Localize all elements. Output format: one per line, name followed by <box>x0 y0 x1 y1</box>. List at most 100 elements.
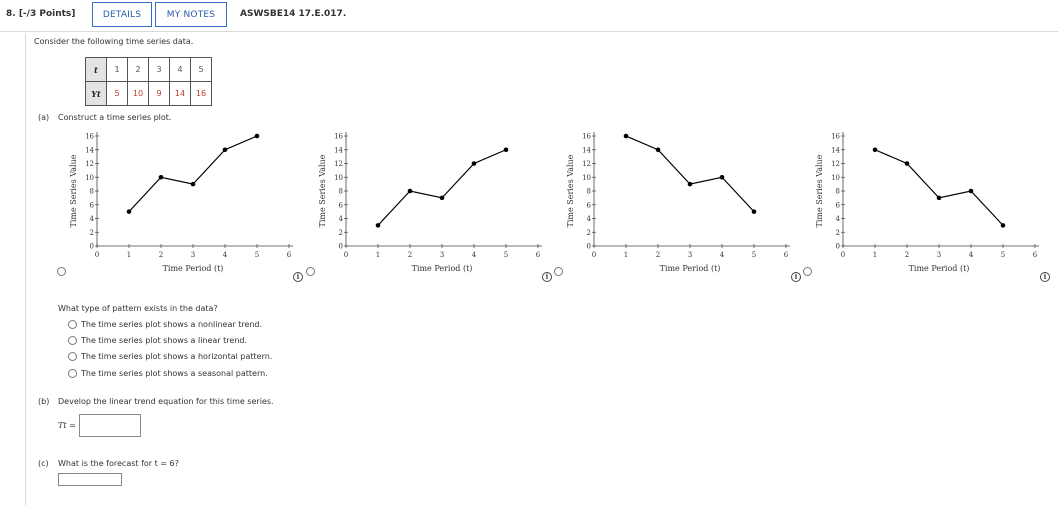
table-cell-y3: 9 <box>148 81 170 106</box>
intro-text: Consider the following time series data. <box>34 37 194 46</box>
data-point <box>751 209 757 214</box>
pattern-question-prompt: What type of pattern exists in the data? <box>58 304 218 313</box>
series-line <box>128 135 258 213</box>
my-notes-button[interactable]: MY NOTES <box>155 2 227 27</box>
x-tick-label: 4 <box>720 251 725 259</box>
x-tick-label: 0 <box>841 251 845 259</box>
y-tick-label: 12 <box>831 160 840 168</box>
data-point <box>439 195 445 201</box>
series-line <box>874 149 1004 226</box>
question-id: ASWSBE14 17.E.017. <box>240 9 347 19</box>
table-cell-y5: 16 <box>190 81 212 106</box>
y-tick-label: 10 <box>582 174 591 182</box>
pattern-option-3-radio[interactable] <box>68 352 77 361</box>
data-point <box>158 174 164 180</box>
y-tick-label: 10 <box>334 174 343 182</box>
y-tick-label: 16 <box>334 133 343 141</box>
y-tick-label: 8 <box>90 188 94 196</box>
x-tick-label: 2 <box>656 251 660 259</box>
pattern-option-3-label[interactable]: The time series plot shows a horizontal … <box>81 352 273 361</box>
y-tick-label: 10 <box>85 174 94 182</box>
y-tick-label: 6 <box>836 201 841 209</box>
x-tick-label: 6 <box>536 251 541 259</box>
part-c-label: (c) <box>38 459 49 468</box>
part-b-prompt: Develop the linear trend equation for th… <box>58 397 274 406</box>
data-point <box>126 209 132 214</box>
chart-option-3-radio[interactable] <box>554 267 563 276</box>
data-table: t 1 2 3 4 5 Yt 5 10 9 14 16 <box>85 57 212 106</box>
x-tick-label: 3 <box>937 251 941 259</box>
part-c-prompt: What is the forecast for t = 6? <box>58 459 179 468</box>
x-tick-label: 3 <box>440 251 444 259</box>
y-tick-label: 14 <box>831 146 840 154</box>
pattern-option-1-label[interactable]: The time series plot shows a nonlinear t… <box>81 320 263 329</box>
table-header-t: t <box>85 57 107 82</box>
y-tick-label: 0 <box>90 243 94 251</box>
table-cell-t2: 2 <box>127 57 149 82</box>
x-tick-label: 3 <box>191 251 195 259</box>
table-cell-y1: 5 <box>106 81 128 106</box>
data-point <box>904 161 910 166</box>
chart-option-4-radio[interactable] <box>803 267 812 276</box>
question-points: 8. [-/3 Points] <box>6 9 76 19</box>
x-tick-label: 2 <box>159 251 163 259</box>
trend-equation-label: Tt = <box>58 421 76 430</box>
details-button[interactable]: DETAILS <box>92 2 152 27</box>
y-tick-label: 16 <box>85 133 94 141</box>
x-axis-label: Time Period (t) <box>412 264 473 273</box>
x-tick-label: 1 <box>873 251 877 259</box>
info-icon[interactable]: i <box>542 272 552 282</box>
x-tick-label: 5 <box>504 251 508 259</box>
data-point <box>968 188 974 194</box>
data-point <box>503 147 509 153</box>
data-point <box>471 161 477 166</box>
pattern-option-2-radio[interactable] <box>68 336 77 345</box>
info-icon[interactable]: i <box>1040 272 1050 282</box>
table-cell-t1: 1 <box>106 57 128 82</box>
data-point <box>375 223 381 228</box>
pattern-option-1-radio[interactable] <box>68 320 77 329</box>
y-tick-label: 14 <box>334 146 343 154</box>
x-tick-label: 6 <box>287 251 292 259</box>
y-tick-label: 4 <box>836 215 841 223</box>
x-tick-label: 4 <box>472 251 477 259</box>
header-divider <box>0 31 1058 32</box>
x-tick-label: 4 <box>969 251 974 259</box>
y-tick-label: 0 <box>587 243 591 251</box>
trend-equation-input[interactable] <box>79 414 141 437</box>
y-tick-label: 2 <box>836 229 840 237</box>
x-tick-label: 0 <box>592 251 596 259</box>
y-tick-label: 0 <box>836 243 840 251</box>
pattern-option-2-label[interactable]: The time series plot shows a linear tren… <box>81 336 248 345</box>
part-a-label: (a) <box>38 113 50 122</box>
x-tick-label: 0 <box>344 251 348 259</box>
pattern-option-4-label[interactable]: The time series plot shows a seasonal pa… <box>81 369 268 378</box>
pattern-option-4-radio[interactable] <box>68 369 77 378</box>
part-b-label: (b) <box>38 397 50 406</box>
y-axis-label: Time Series Value <box>566 154 575 227</box>
info-icon[interactable]: i <box>791 272 801 282</box>
forecast-input[interactable] <box>58 473 122 486</box>
x-tick-label: 2 <box>408 251 412 259</box>
chart-option-1-radio[interactable] <box>57 267 66 276</box>
x-axis-label: Time Period (t) <box>660 264 721 273</box>
x-tick-label: 2 <box>905 251 909 259</box>
y-tick-label: 16 <box>582 133 591 141</box>
info-icon[interactable]: i <box>293 272 303 282</box>
x-tick-label: 4 <box>223 251 228 259</box>
data-point <box>1000 223 1006 228</box>
data-point <box>190 181 196 187</box>
y-tick-label: 6 <box>587 201 592 209</box>
x-tick-label: 1 <box>127 251 131 259</box>
data-point <box>222 147 228 153</box>
y-tick-label: 8 <box>836 188 840 196</box>
data-point <box>623 133 629 139</box>
table-row-t: t 1 2 3 4 5 <box>85 57 212 82</box>
y-tick-label: 8 <box>339 188 343 196</box>
y-tick-label: 2 <box>339 229 343 237</box>
chart-option-2-radio[interactable] <box>306 267 315 276</box>
table-cell-y2: 10 <box>127 81 149 106</box>
y-tick-label: 4 <box>587 215 592 223</box>
